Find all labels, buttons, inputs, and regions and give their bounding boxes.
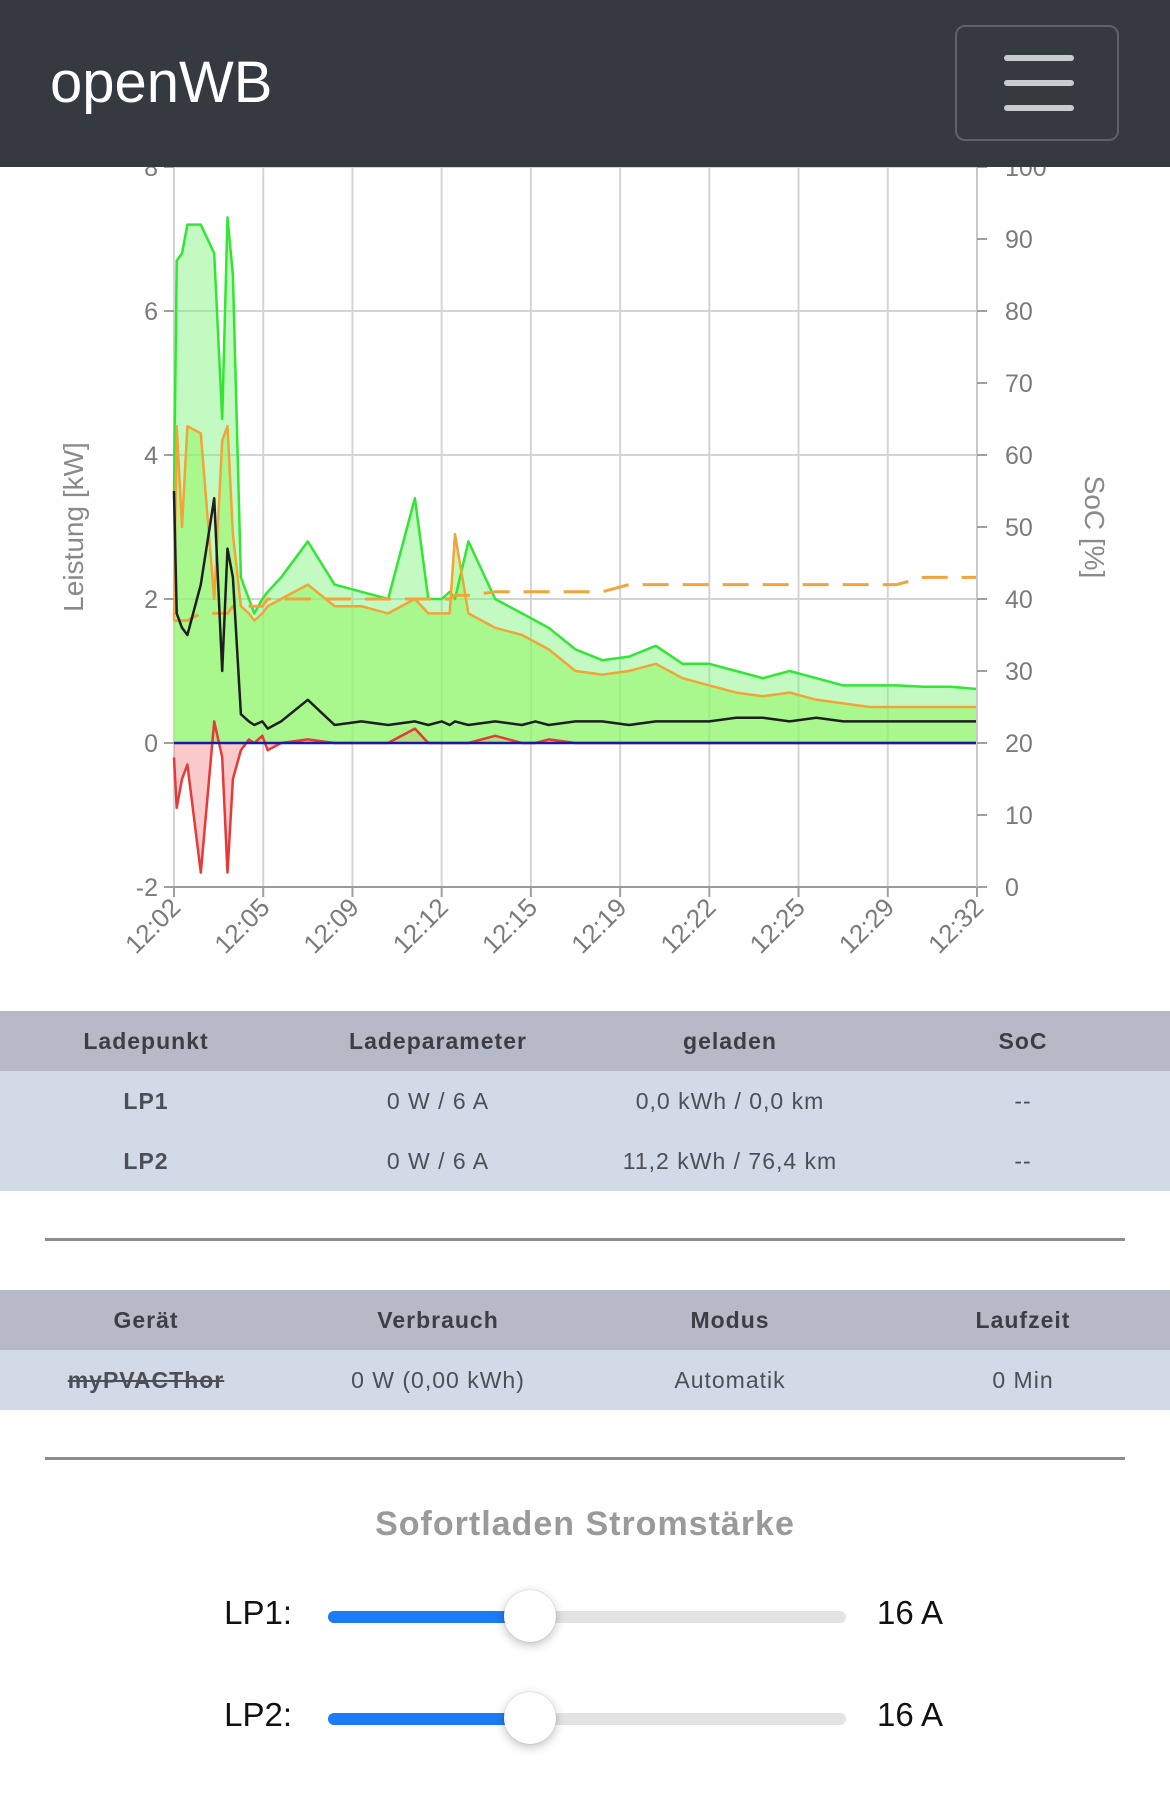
series-area-orange: [174, 426, 977, 743]
hamburger-menu-icon: [1004, 55, 1074, 61]
table-header-row: Ladepunkt Ladeparameter geladen SoC: [0, 1011, 1170, 1071]
x-tick-label: 12:12: [387, 892, 454, 959]
y-tick-label-right: 20: [1005, 730, 1033, 758]
device-modus: Automatik: [584, 1350, 876, 1410]
col-verbrauch: Verbrauch: [292, 1290, 584, 1350]
power-chart: 12:02 12:05 12:09 12:12 12:15 12:19 12:22 12:25…: [0, 167, 1170, 1007]
lp-param: 0 W / 6 A: [292, 1071, 584, 1131]
chart-lines: [172, 216, 978, 874]
x-tick-label: 12:32: [922, 892, 989, 959]
devices-table: Gerät Verbrauch Modus Laufzeit myPVACTho…: [0, 1290, 1170, 1410]
slider-label: LP2:: [224, 1696, 292, 1733]
x-tick-label: 12:02: [119, 892, 186, 959]
col-ladeparameter: Ladeparameter: [292, 1011, 584, 1071]
y-tick-label-right: 30: [1005, 658, 1033, 686]
y-tick-label-right: 70: [1005, 370, 1033, 398]
y-tick-label-right: 10: [1005, 802, 1033, 830]
lp-param: 0 W / 6 A: [292, 1131, 584, 1191]
slider-row-lp1: LP1: 16 A: [0, 1586, 1170, 1646]
series-line-orange-line: [172, 424, 977, 709]
slider-fill: [328, 1713, 531, 1725]
y-tick-label-left: 0: [144, 730, 158, 758]
x-tick-label: 12:25: [744, 892, 811, 959]
slider-value: 16 A: [877, 1696, 944, 1733]
series-line-black-line: [172, 490, 977, 730]
x-tick-label: 12:05: [208, 892, 275, 959]
device-laufzeit: 0 Min: [876, 1350, 1170, 1410]
series-line-orange-dashed: [174, 575, 977, 623]
col-soc: SoC: [876, 1011, 1170, 1071]
y-tick-label-right: 50: [1005, 514, 1033, 542]
slider-row-lp2: LP2: 16 A: [0, 1688, 1170, 1748]
table-row: myPVACThor 0 W (0,00 kWh) Automatik 0 Mi…: [0, 1350, 1170, 1410]
y-tick-label-left: 6: [144, 298, 158, 326]
lp-soc: --: [876, 1131, 1170, 1191]
lp-name[interactable]: LP2: [0, 1131, 292, 1191]
table-row: LP1 0 W / 6 A 0,0 kWh / 0,0 km --: [0, 1071, 1170, 1131]
chart-areas: [174, 217, 977, 873]
slider-fill: [328, 1611, 531, 1623]
navbar: openWB: [0, 0, 1170, 167]
y-tick-label-right: 100: [1005, 167, 1047, 182]
device-name[interactable]: myPVACThor: [0, 1350, 292, 1410]
ladepunkte-table: Ladepunkt Ladeparameter geladen SoC LP1 …: [0, 1011, 1170, 1191]
divider: [45, 1238, 1125, 1241]
y-axis-right-title: SoC [%]: [1079, 476, 1110, 579]
y-tick-label-right: 40: [1005, 586, 1033, 614]
chart-axes: 12:02 12:05 12:09 12:12 12:15 12:19 12:22 12:25…: [119, 167, 1047, 959]
y-tick-label-right: 0: [1005, 874, 1019, 902]
x-tick-label: 12:22: [654, 892, 721, 959]
slider-label: LP1:: [224, 1594, 292, 1631]
x-tick-label: 12:15: [476, 892, 543, 959]
lp-soc: --: [876, 1071, 1170, 1131]
lp-name[interactable]: LP1: [0, 1071, 292, 1131]
current-slider-lp1[interactable]: [328, 1590, 846, 1642]
col-laufzeit: Laufzeit: [876, 1290, 1170, 1350]
x-tick-label: 12:19: [565, 892, 632, 959]
slider-value: 16 A: [877, 1594, 944, 1631]
current-slider-lp2[interactable]: [328, 1692, 846, 1744]
col-geladen: geladen: [584, 1011, 876, 1071]
col-geraet: Gerät: [0, 1290, 292, 1350]
sofortladen-title: Sofortladen Stromstärke: [375, 1505, 795, 1543]
y-tick-label-left: 8: [144, 167, 158, 182]
slider-thumb[interactable]: [504, 1692, 557, 1744]
lp-geladen: 0,0 kWh / 0,0 km: [584, 1071, 876, 1131]
table-header-row: Gerät Verbrauch Modus Laufzeit: [0, 1290, 1170, 1350]
table-row: LP2 0 W / 6 A 11,2 kWh / 76,4 km --: [0, 1131, 1170, 1191]
hamburger-bar: [1004, 80, 1074, 86]
brand-logo[interactable]: openWB: [50, 50, 273, 115]
y-tick-label-left: -2: [136, 874, 158, 902]
power-chart-svg: 12:02 12:05 12:09 12:12 12:15 12:19 12:22 12:25…: [58, 167, 1110, 959]
y-axis-left-title: Leistung [kW]: [58, 442, 89, 612]
slider-thumb[interactable]: [504, 1590, 557, 1642]
hamburger-bar: [1004, 105, 1074, 111]
col-ladepunkt: Ladepunkt: [0, 1011, 292, 1071]
y-tick-label-right: 60: [1005, 442, 1033, 470]
lp-geladen: 11,2 kWh / 76,4 km: [584, 1131, 876, 1191]
menu-toggle-button[interactable]: [955, 25, 1119, 141]
x-tick-label: 12:09: [297, 892, 364, 959]
x-tick-label: 12:29: [833, 892, 900, 959]
divider: [45, 1457, 1125, 1460]
col-modus: Modus: [584, 1290, 876, 1350]
series-line-green-total: [172, 216, 978, 691]
y-tick-label-right: 80: [1005, 298, 1033, 326]
y-tick-label-left: 4: [144, 442, 158, 470]
y-tick-label-left: 2: [144, 586, 158, 614]
device-verbrauch: 0 W (0,00 kWh): [292, 1350, 584, 1410]
chart-grid: [173, 167, 978, 888]
y-tick-label-right: 90: [1005, 226, 1033, 254]
